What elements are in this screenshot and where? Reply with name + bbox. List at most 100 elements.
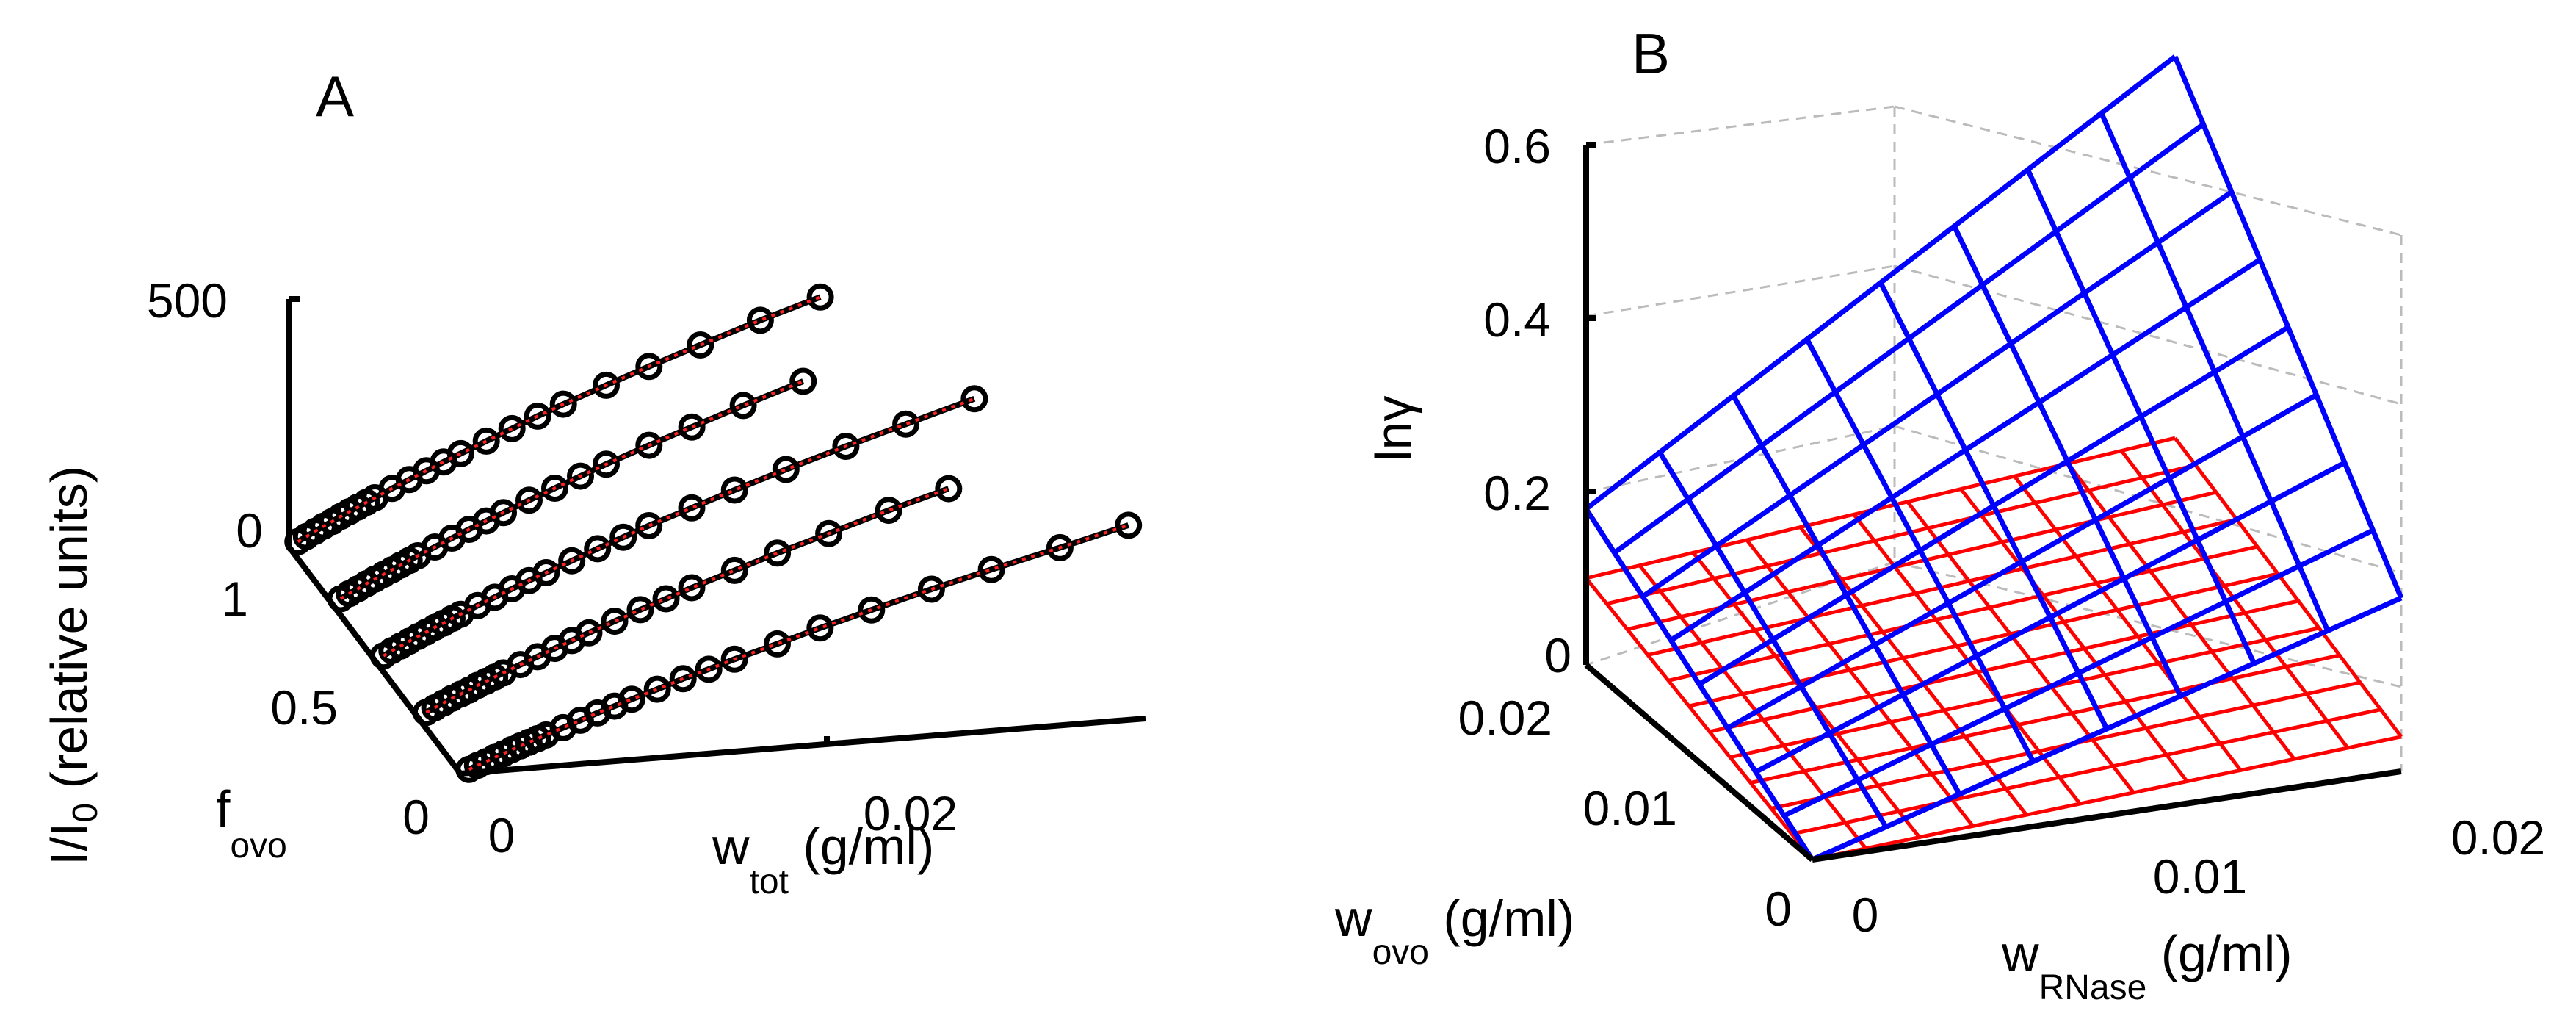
panel-b-mesh-line [1709,599,2299,734]
panel-a-data-point [1115,511,1143,539]
panel-a-data-point [815,519,843,547]
panel-a-model-line-0 [468,523,1129,771]
panel-a-data-point [832,433,860,460]
panel-b-mesh-line [1745,539,1975,827]
panel-a-data-point [532,559,560,586]
panel-a-data-point [678,574,706,602]
panel-a-series [284,283,1143,783]
panel-a-data-point [524,402,551,430]
panel-b-axes [1583,142,2402,863]
panel-a-data-point [687,331,714,359]
panel-b-mesh-line [1906,500,2135,794]
panel-a-data-point [472,427,500,455]
panel-a-data-point [720,476,748,504]
panel-b-y-tick-0-02: 0.02 [1458,691,1552,745]
panel-a-data-point [858,596,886,624]
panel-a-data-point [635,512,663,539]
panel-b-mesh-line [1791,707,2381,836]
panel-b-mesh-line [1606,463,2196,606]
panel-a-data-point [609,523,637,551]
panel-a-series-3 [327,367,817,613]
panel-a-data-point [567,462,594,490]
panel-a-data-point [669,665,697,693]
panel-a-data-point [635,353,663,381]
panel-b-z-tick-0-2: 0.2 [1483,466,1551,520]
panel-b-x-label: wRNase (g/ml) [2001,925,2293,1007]
panel-a-x-tick-0-02: 0.02 [864,786,958,840]
panel-b-mesh-line [1669,257,2262,643]
panel-a-label: A [316,64,354,129]
panel-a-z-label: I/I0 (relative units) [40,466,105,865]
panel-b-mesh-line [2013,475,2243,771]
panel-a-data-point [515,486,543,514]
panel-a-data-point [729,392,757,420]
panel-a-data-point [678,494,706,522]
panel-a-data-point [601,608,629,635]
panel-a-series-0 [455,511,1143,783]
panel-a-data-point [584,535,612,563]
panel-a-model-line-4 [297,295,821,544]
panel-a-y-tick-1: 1 [221,572,248,626]
panel-a-data-point [446,439,474,467]
panel-b-mesh-line [1878,281,2110,730]
panel-b-mesh-line [1641,190,2233,599]
panel-a-data-point [772,456,800,483]
panel-a-data-point [593,371,620,399]
panel-a-x-label: wtot (g/ml) [712,818,934,901]
panel-a-data-point [541,475,568,502]
panel-a-data-point [764,630,791,658]
panel-a-series-1 [412,475,963,727]
panel-a-model-line-1 [425,487,949,714]
panel-a-data-point [593,450,620,478]
panel-a-data-point [626,596,654,624]
panel-a-model-line-2 [383,397,975,658]
panel-a-data-point [643,675,671,703]
panel-a-data-point [875,497,902,525]
panel-a-series-4 [284,283,834,555]
panel-a-data-point [490,499,517,527]
panel-b-z-label: lnγ [1365,396,1422,461]
panel-b: B 0.6 0.4 0.2 0 0.02 0.01 [1334,21,2545,1007]
panel-a-data-point [789,367,817,395]
panel-b-x-tick-0-01: 0.01 [2153,849,2247,904]
panel-a-data-point [678,413,706,441]
panel-a-data-point [892,410,920,438]
panel-b-mesh-line [1585,577,1814,861]
panel-a-data-point [618,685,645,713]
panel-a-data-point [1046,533,1074,561]
panel-a-data-point [652,585,680,613]
panel-a-data-point [549,390,577,418]
panel-b-mesh-line [1750,653,2340,785]
panel-b-mesh-line [1585,436,2176,580]
panel-b-y-axis [1584,662,1815,863]
panel-b-mesh-line [1613,122,2205,555]
panel-a-y-tick-0: 0 [402,790,430,844]
panel-a-data-point [764,539,792,567]
panel-a-data-point [935,475,963,503]
panel-a: A 500 0 1 0.5 0 0 0.02 I/I0 (relative un… [40,64,1146,901]
panel-b-y-tick-0-01: 0.01 [1583,781,1677,835]
panel-b-mesh-line [1959,488,2189,783]
panel-a-data-point [635,431,663,459]
panel-b-mesh-line [2025,168,2257,665]
panel-b-y-label: wovo (g/ml) [1334,890,1574,972]
panel-a-data-point [498,414,526,442]
panel-b-z-tick-0-4: 0.4 [1483,292,1551,347]
panel-a-data-point [746,306,774,334]
panel-b-x-axis [1812,768,2402,863]
panel-b-z-tick-0: 0 [1544,628,1571,683]
panel-b-mesh-line [1952,225,2183,698]
panel-a-x-tick-0: 0 [488,808,515,863]
panel-a-data-point [960,385,988,413]
panel-a-data-point [977,555,1005,583]
panel-a-data-point [806,614,834,642]
panel-b-mesh-line [1668,544,2258,683]
panel-b-label: B [1632,21,1670,86]
panel-b-mesh-line [2099,112,2331,632]
panel-a-data-point [806,283,834,311]
panel-a-data-point [917,575,945,603]
panel-a-z-tick-0: 0 [236,503,263,558]
panel-b-x-tick-0-02: 0.02 [2451,810,2545,865]
panel-b-mesh-line [1812,735,2402,862]
panel-b-y-tick-0: 0 [1765,882,1792,936]
